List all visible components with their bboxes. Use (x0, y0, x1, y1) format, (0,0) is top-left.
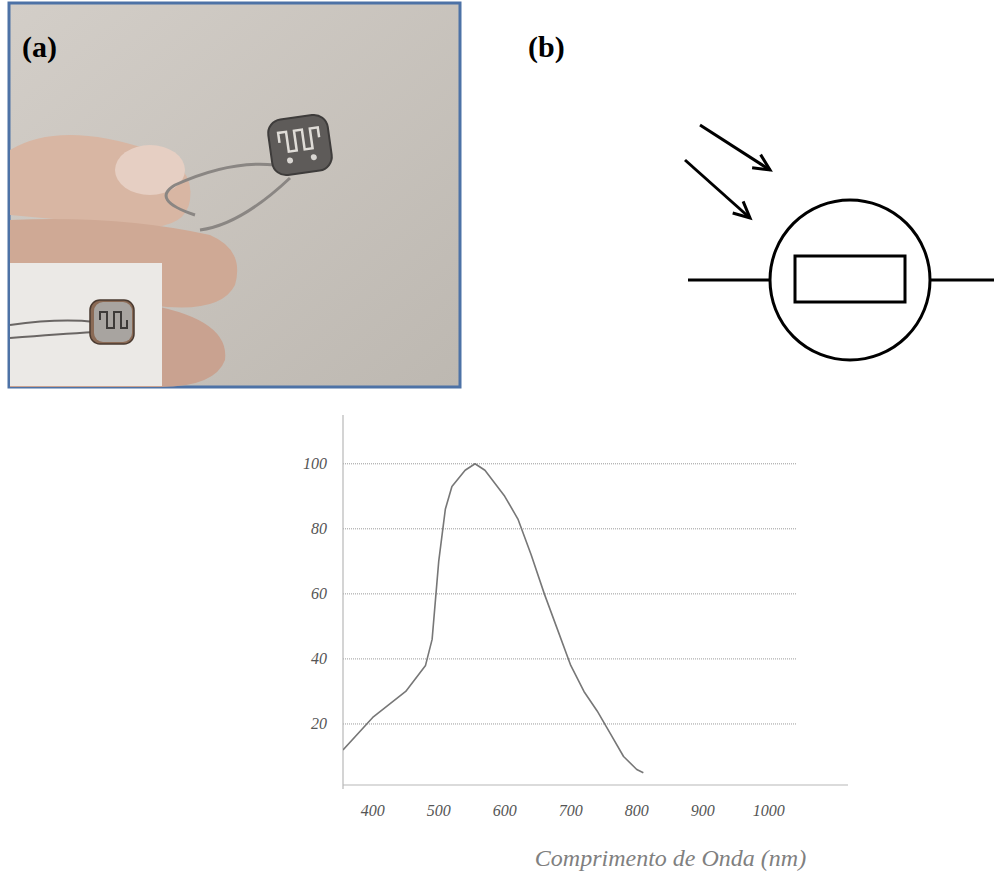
panel-label: (b) (528, 30, 565, 64)
x-tick-label: 700 (559, 802, 583, 819)
ldr-body (266, 113, 333, 177)
x-tick-label: 900 (691, 802, 715, 819)
x-tick-label: 800 (625, 802, 649, 819)
photo-frame (9, 3, 460, 387)
figure: (a) (b) 20 40 60 80 100 400 500 600 700 800 900 1000 C… (0, 0, 996, 885)
wire (930, 279, 994, 282)
lead (200, 178, 290, 230)
resistor (795, 256, 905, 302)
grid-line (343, 593, 797, 594)
inset-lead (10, 321, 95, 338)
ldr-symbol (685, 125, 994, 360)
y-tick-label: 100 (303, 455, 327, 472)
response-curve (343, 464, 643, 773)
ldr-face (94, 302, 132, 342)
symbol-circle (770, 200, 930, 360)
x-axis-title: Comprimento de Onda (nm) (535, 845, 806, 871)
x-tick-label: 500 (427, 802, 451, 819)
y-tick-label: 20 (311, 715, 327, 732)
wire (688, 279, 770, 282)
ldr-pad (310, 154, 317, 161)
page: (a) (b) 20 40 60 80 100 400 500 600 700 800 900 1000 C… (0, 0, 996, 885)
light-arrow (700, 125, 770, 170)
grid-line (343, 723, 797, 724)
y-tick-label: 40 (311, 650, 327, 667)
grid-line (343, 658, 797, 659)
grid-line (343, 463, 797, 464)
ldr-track (100, 312, 127, 328)
arrow-head (733, 201, 750, 218)
ldr (266, 113, 333, 177)
x-axis (343, 784, 848, 785)
panel-label: (a) (22, 30, 57, 64)
light-arrow (685, 160, 750, 218)
ldr-body (90, 300, 134, 344)
panel-a (9, 3, 460, 387)
thumbnail (115, 145, 185, 195)
x-tick-label: 1000 (753, 802, 785, 819)
ldr-pad (287, 157, 294, 164)
y-axis (342, 415, 343, 789)
y-tick-label: 80 (311, 520, 327, 537)
arrow-head (752, 155, 770, 170)
inset-ldr (90, 300, 134, 344)
y-tick-label: 60 (311, 585, 327, 602)
inset (10, 263, 162, 386)
plot-area (343, 464, 643, 773)
grid-line (343, 528, 797, 529)
ldr-track (278, 127, 320, 152)
x-tick-label: 400 (361, 802, 385, 819)
thumb (10, 135, 191, 227)
lead (166, 164, 275, 215)
x-tick-label: 600 (493, 802, 517, 819)
